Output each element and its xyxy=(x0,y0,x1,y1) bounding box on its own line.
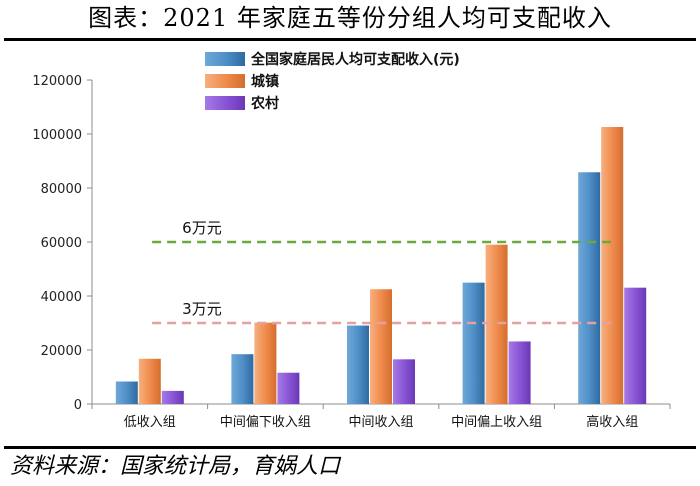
legend-label: 全国家庭居民人均可支配收入(元) xyxy=(250,51,460,68)
bar xyxy=(624,287,647,404)
x-tick-label: 低收入组 xyxy=(124,415,176,430)
y-tick-label: 20000 xyxy=(41,344,82,359)
y-tick-label: 100000 xyxy=(32,128,82,143)
legend-swatch xyxy=(205,96,245,110)
x-tick-label: 高收入组 xyxy=(586,414,638,430)
bar xyxy=(370,289,392,404)
bar xyxy=(347,325,369,404)
source-note: 资料来源：国家统计局，育娲人口 xyxy=(10,454,341,479)
y-tick-label: 60000 xyxy=(41,236,82,251)
legend-label: 城镇 xyxy=(251,73,279,90)
y-tick-label: 40000 xyxy=(41,290,82,305)
x-tick-label: 中间收入组 xyxy=(348,415,413,430)
bar xyxy=(508,341,531,404)
bar xyxy=(277,372,300,404)
bar xyxy=(161,390,184,404)
bar xyxy=(601,126,624,405)
reference-lines: 6万元 3万元 xyxy=(152,219,615,325)
reference-line-label: 3万元 xyxy=(182,300,222,318)
bar xyxy=(578,172,601,404)
legend-label: 农村 xyxy=(250,95,279,112)
legend-swatch xyxy=(205,52,245,66)
top-rule xyxy=(4,38,696,41)
bar xyxy=(138,358,161,404)
y-tick-label: 80000 xyxy=(41,182,82,197)
axes: 0 20000 40000 60000 80000 100000 120000 低收入组 中间偏… xyxy=(32,74,671,430)
bar xyxy=(254,322,277,404)
x-tick-label: 中间偏上收入组 xyxy=(451,415,542,430)
x-tick-label: 中间偏下收入组 xyxy=(220,415,311,430)
bar xyxy=(462,282,485,404)
y-tick-label: 0 xyxy=(74,398,82,413)
bar xyxy=(231,354,254,404)
bar-chart: 0 20000 40000 60000 80000 100000 120000 低收入组 中间偏… xyxy=(32,51,671,430)
chart-title: 图表：2021 年家庭五等份分组人均可支配收入 xyxy=(88,4,612,32)
reference-line-label: 6万元 xyxy=(182,219,222,237)
bar xyxy=(485,244,508,404)
bar xyxy=(115,381,138,404)
bar xyxy=(393,359,415,404)
y-tick-label: 120000 xyxy=(32,74,82,89)
legend-swatch xyxy=(205,74,245,88)
bars xyxy=(115,126,647,405)
bottom-rule xyxy=(4,446,696,449)
